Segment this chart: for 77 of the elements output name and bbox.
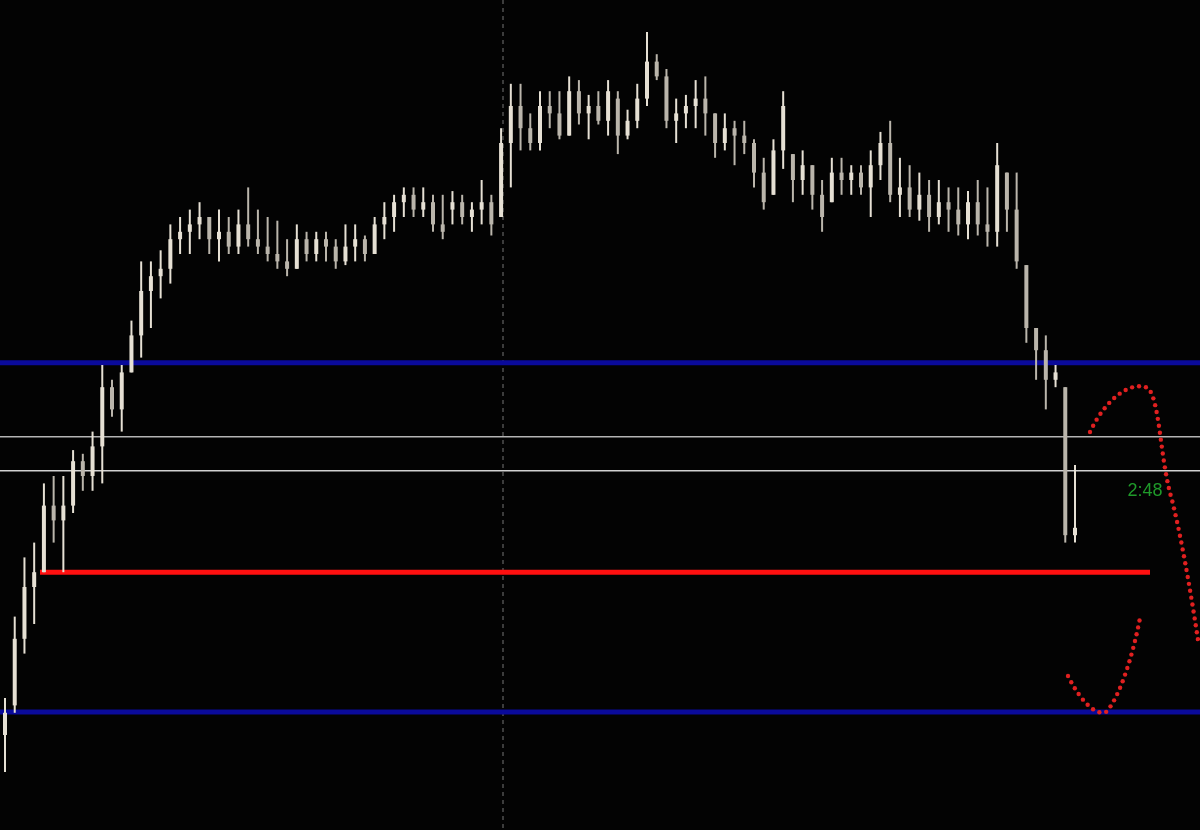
candlestick — [158, 249, 163, 300]
candlestick — [839, 156, 844, 196]
candlestick — [207, 216, 212, 255]
candlestick — [314, 230, 319, 263]
candlestick — [800, 149, 805, 196]
candlestick — [469, 201, 474, 233]
candlestick — [936, 179, 941, 226]
candlestick — [625, 108, 630, 141]
candlestick — [285, 238, 290, 278]
candlestick — [703, 75, 708, 137]
candlestick — [732, 119, 737, 167]
candlestick — [401, 186, 406, 218]
candlestick — [917, 171, 922, 222]
candlestick — [421, 186, 426, 218]
candlestick — [431, 193, 435, 233]
candlestick — [324, 230, 328, 263]
candlestick — [596, 90, 601, 126]
candlestick — [742, 119, 747, 156]
candlestick — [32, 541, 37, 625]
candlestick — [907, 164, 912, 218]
candlestick — [489, 193, 494, 237]
candlestick — [382, 201, 387, 241]
candlestick — [440, 193, 445, 241]
candlestick — [878, 130, 883, 181]
candlestick — [226, 216, 231, 255]
candlestick — [946, 186, 951, 233]
candlestick — [820, 179, 825, 233]
candlestick — [576, 79, 581, 126]
candlestick — [966, 190, 970, 241]
candlestick — [178, 216, 183, 255]
candlestick — [61, 475, 66, 574]
candlestick — [411, 186, 416, 218]
candlestick — [518, 82, 523, 152]
candlestick — [547, 90, 552, 130]
candlestick — [148, 260, 153, 329]
candlestick — [392, 193, 397, 233]
candlestick — [479, 179, 484, 226]
candlestick — [343, 223, 348, 267]
candlestick — [683, 93, 688, 130]
candlestick — [1034, 327, 1039, 381]
candlestick — [849, 164, 854, 196]
candlestick — [868, 149, 873, 218]
candlestick — [722, 112, 727, 152]
candlestick — [362, 234, 367, 263]
candlestick — [110, 378, 114, 418]
candlestick — [450, 190, 455, 226]
candlestick — [859, 164, 863, 196]
candlestick — [975, 179, 980, 237]
candlestick — [3, 697, 7, 773]
candlestick — [51, 475, 56, 544]
candlestick — [1073, 463, 1077, 544]
candlestick — [333, 238, 338, 270]
text: 2:48 — [1127, 480, 1163, 500]
candlestick — [693, 79, 698, 130]
candlestick — [586, 93, 591, 141]
candlestick — [275, 219, 280, 270]
candlestick — [956, 186, 961, 237]
candlestick — [927, 179, 932, 233]
candlestick — [460, 193, 465, 226]
candlestick — [217, 208, 221, 263]
candlestick — [246, 186, 251, 248]
candlestick — [635, 82, 640, 130]
candlestick — [265, 216, 270, 263]
candlestick — [255, 208, 260, 255]
candlestick — [236, 208, 241, 255]
candlestick — [674, 97, 679, 144]
candlestick — [353, 223, 358, 263]
candlestick — [197, 201, 202, 241]
candlestick — [80, 452, 85, 492]
candlestick — [187, 208, 192, 255]
candlestick — [528, 112, 533, 152]
candlestick — [304, 230, 309, 263]
candlestick — [897, 156, 902, 218]
candlestick — [557, 90, 562, 141]
candlestick — [1053, 364, 1058, 389]
candlestick — [654, 53, 659, 82]
candlestick — [985, 186, 990, 248]
